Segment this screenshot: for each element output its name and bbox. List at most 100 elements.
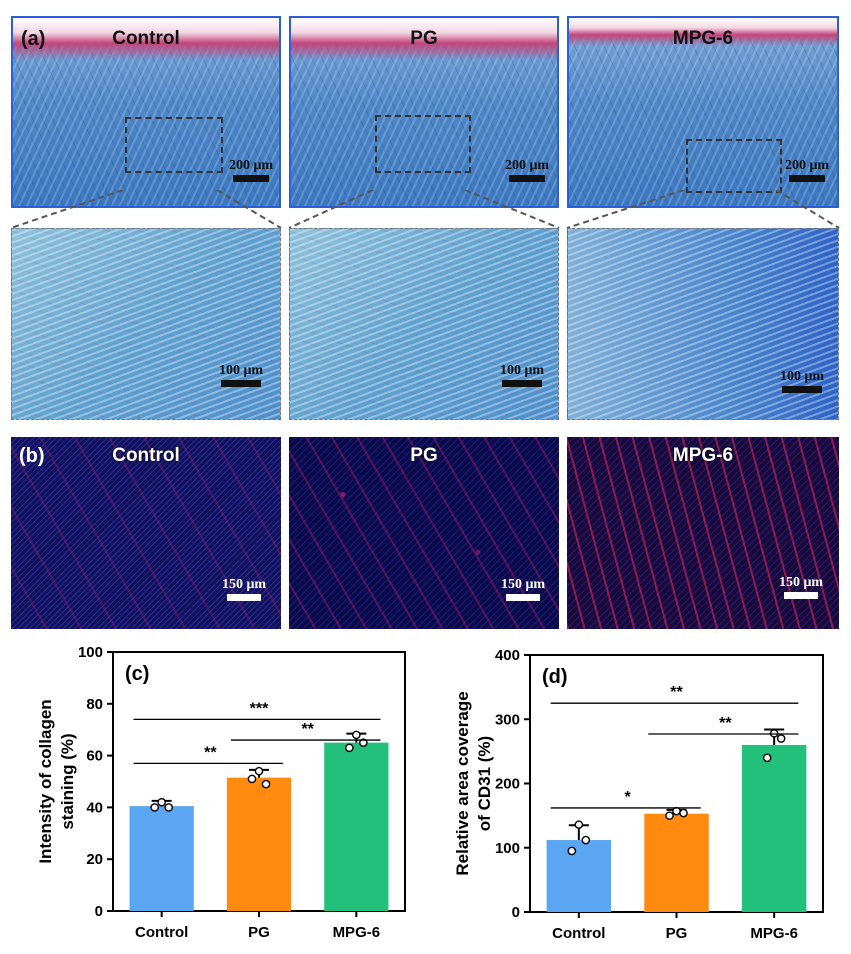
connector-line xyxy=(464,190,560,229)
data-point xyxy=(359,738,368,747)
zoom-region xyxy=(686,139,782,193)
scale-bar-line xyxy=(227,594,261,601)
y-axis-label: Relative area coverage of CD31 (%) xyxy=(453,691,494,875)
y-tick-label: 60 xyxy=(86,748,103,765)
skin-layer xyxy=(291,18,557,60)
panel-letter: (c) xyxy=(125,663,149,685)
data-point xyxy=(261,779,271,789)
scale-bar-label: 150 μm xyxy=(500,577,546,592)
significance-label: ** xyxy=(301,721,314,738)
masson-panel-control: (a) Control 200 μm xyxy=(11,16,281,208)
scale-bar: 200 μm xyxy=(779,158,835,182)
scale-bar-label: 100 μm xyxy=(218,363,264,378)
zoom-panel-pg: 100 μm xyxy=(289,228,559,420)
x-tick-label: Control xyxy=(135,924,188,941)
y-tick-label: 300 xyxy=(495,711,520,728)
panel-title: MPG-6 xyxy=(672,445,734,466)
panel-letter: (d) xyxy=(542,666,568,688)
zoom-region xyxy=(375,115,471,173)
y-tick-label: 40 xyxy=(86,799,103,816)
scale-bar-label: 100 μm xyxy=(779,369,825,384)
data-point xyxy=(247,774,257,784)
chart-collagen-intensity: 0 20 40 60 80 100 Intensity of collagen stainin… xyxy=(36,644,406,941)
y-tick-label: 20 xyxy=(86,851,103,868)
data-point xyxy=(157,797,166,807)
y-tick-label: 0 xyxy=(512,904,520,921)
scale-bar: 150 μm xyxy=(495,577,551,601)
y-tick-label: 200 xyxy=(495,776,520,793)
panel-title: Control xyxy=(112,445,180,466)
bar-pg xyxy=(226,777,292,911)
bar-control xyxy=(546,840,612,912)
scale-bar-label: 100 μm xyxy=(499,363,545,378)
x-tick-label: PG xyxy=(248,924,270,941)
x-tick-label: Control xyxy=(552,925,605,942)
scale-bar-label: 200 μm xyxy=(228,158,274,173)
scale-bar-line xyxy=(509,175,545,182)
zoom-panel-control: 100 μm xyxy=(11,228,281,420)
scale-bar: 150 μm xyxy=(216,577,272,601)
y-tick-label: 80 xyxy=(86,696,103,713)
connector-line xyxy=(10,190,124,229)
panel-title: PG xyxy=(410,445,438,466)
data-point xyxy=(581,835,591,845)
zoom-panel-mpg6: 100 μm xyxy=(567,228,839,420)
connector-line xyxy=(216,190,282,229)
fluor-panel-mpg6: MPG-6 150 μm xyxy=(567,437,839,629)
y-axis-label-line: Intensity of collagen xyxy=(36,699,55,863)
fluor-panel-control: (b) Control 150 μm xyxy=(11,437,281,629)
skin-layer xyxy=(569,18,837,46)
y-axis-label-line: of CD31 (%) xyxy=(475,736,494,831)
significance-label: ** xyxy=(719,715,732,732)
x-tick-label: MPG-6 xyxy=(333,924,381,941)
connector-line xyxy=(288,190,374,229)
scale-bar: 100 μm xyxy=(773,369,831,393)
y-tick-label: 400 xyxy=(495,647,520,664)
data-point xyxy=(150,803,159,812)
scale-bar-label: 200 μm xyxy=(504,158,550,173)
data-point xyxy=(679,808,688,818)
significance-label: * xyxy=(625,789,632,806)
scale-bar: 200 μm xyxy=(223,158,279,182)
chart-cd31-coverage: 0 100 200 300 400 Relative area coverage of CD… xyxy=(453,647,824,942)
bar-mpg-6 xyxy=(741,744,807,912)
y-tick-label: 0 xyxy=(95,903,103,920)
y-tick-label: 100 xyxy=(78,644,103,661)
data-point xyxy=(776,734,786,743)
data-point xyxy=(665,811,674,820)
panel-title: Control xyxy=(112,28,180,49)
bar-pg xyxy=(644,813,709,912)
scale-bar-line xyxy=(789,175,825,182)
scale-bar-label: 150 μm xyxy=(778,575,824,590)
y-axis-label-line: staining (%) xyxy=(58,733,77,829)
connector-line xyxy=(775,190,840,229)
data-point xyxy=(345,743,354,753)
scale-bar-line xyxy=(233,175,269,182)
scale-bar: 100 μm xyxy=(212,363,270,387)
zoom-region xyxy=(125,117,223,173)
bar-mpg-6 xyxy=(324,742,389,911)
y-tick-label: 100 xyxy=(495,840,520,857)
scale-bar-line xyxy=(506,594,540,601)
data-point xyxy=(762,753,772,763)
scale-bar-label: 200 μm xyxy=(784,158,830,173)
data-point xyxy=(672,806,681,816)
x-tick-label: PG xyxy=(666,925,688,942)
data-point xyxy=(567,846,577,856)
y-axis-label-line: Relative area coverage xyxy=(453,691,472,875)
panel-letter-a: (a) xyxy=(21,28,46,50)
scale-bar: 150 μm xyxy=(773,575,829,599)
significance-label: ** xyxy=(204,744,217,761)
masson-panel-mpg6: MPG-6 200 μm xyxy=(567,16,839,208)
data-point xyxy=(352,730,361,740)
panel-title: PG xyxy=(410,28,438,49)
x-tick-label: MPG-6 xyxy=(750,925,798,942)
data-point xyxy=(254,766,264,776)
data-point xyxy=(574,820,584,829)
scale-bar-line xyxy=(502,380,542,387)
zoom-connectors xyxy=(10,190,840,229)
scale-bar-line xyxy=(784,592,818,599)
connector-line xyxy=(566,190,685,229)
y-axis-label: Intensity of collagen staining (%) xyxy=(36,699,77,863)
scale-bar-line xyxy=(782,386,822,393)
